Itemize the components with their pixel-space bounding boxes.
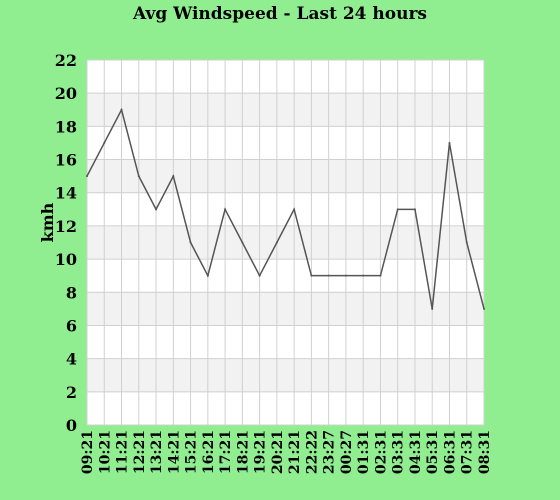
- data-point: [465, 241, 468, 244]
- y-tick-label: 4: [66, 350, 77, 369]
- data-point: [396, 208, 399, 211]
- data-point: [172, 175, 175, 178]
- x-tick-label: 00:27: [339, 430, 355, 474]
- x-tick-label: 23:27: [322, 430, 338, 474]
- data-point: [206, 274, 209, 277]
- x-tick-label: 07:31: [460, 430, 476, 474]
- x-tick-label: 13:21: [149, 430, 165, 474]
- x-tick-label: 08:31: [477, 430, 493, 474]
- x-tick-label: 22:22: [304, 430, 320, 474]
- plot-band: [87, 192, 484, 226]
- x-tick-label: 17:21: [218, 430, 234, 474]
- plot-band: [87, 93, 484, 127]
- plot-band: [87, 292, 484, 326]
- data-point: [224, 208, 227, 211]
- y-tick-label: 16: [55, 151, 77, 170]
- data-point: [120, 108, 123, 111]
- y-tick-label: 2: [66, 383, 77, 402]
- x-tick-label: 10:21: [97, 430, 113, 474]
- plot-band: [87, 358, 484, 392]
- plot-band: [87, 126, 484, 160]
- x-tick-label: 21:21: [287, 430, 303, 474]
- y-tick-label: 0: [66, 416, 77, 435]
- y-tick-label: 22: [55, 51, 77, 70]
- data-point: [86, 175, 88, 178]
- x-tick-label: 05:31: [425, 430, 441, 474]
- x-tick-label: 20:21: [270, 430, 286, 474]
- x-tick-label: 09:21: [80, 430, 96, 474]
- plot-band: [87, 159, 484, 193]
- plot-band: [87, 325, 484, 359]
- data-point: [258, 274, 261, 277]
- chart-title: Avg Windspeed - Last 24 hours: [132, 4, 427, 24]
- x-tick-label: 01:31: [356, 430, 372, 474]
- plot-band: [87, 60, 484, 94]
- x-tick-label: 12:21: [132, 430, 148, 474]
- data-point: [379, 274, 382, 277]
- x-tick-label: 04:31: [408, 430, 424, 474]
- y-axis-label: kmh: [38, 202, 57, 242]
- y-tick-label: 20: [55, 84, 77, 103]
- plot-band: [87, 391, 484, 425]
- data-point: [241, 241, 244, 244]
- x-tick-label: 03:31: [391, 430, 407, 474]
- data-point: [362, 274, 365, 277]
- y-tick-label: 6: [66, 316, 77, 335]
- plot-band: [87, 259, 484, 293]
- data-point: [327, 274, 330, 277]
- x-tick-label: 16:21: [201, 430, 217, 474]
- y-tick-label: 10: [55, 250, 77, 269]
- data-point: [413, 208, 416, 211]
- data-point: [137, 175, 140, 178]
- x-tick-label: 15:21: [184, 430, 200, 474]
- plot-band: [87, 225, 484, 260]
- y-tick-label: 12: [55, 217, 77, 236]
- data-point: [310, 274, 313, 277]
- x-tick-label: 02:31: [373, 430, 389, 474]
- data-point: [103, 141, 106, 144]
- y-tick-label: 14: [55, 184, 77, 203]
- y-tick-label: 8: [66, 283, 77, 302]
- data-point: [155, 208, 158, 211]
- x-tick-label: 14:21: [166, 430, 182, 474]
- data-point: [483, 307, 485, 310]
- x-tick-label: 06:31: [442, 430, 458, 474]
- y-tick-label: 18: [55, 117, 77, 136]
- data-point: [293, 208, 296, 211]
- data-point: [275, 241, 278, 244]
- data-point: [189, 241, 192, 244]
- x-tick-label: 18:21: [235, 430, 251, 474]
- x-tick-label: 19:21: [253, 430, 269, 474]
- windspeed-series-line: [86, 107, 485, 310]
- data-point: [448, 141, 451, 144]
- data-point: [344, 274, 347, 277]
- data-point: [431, 307, 434, 310]
- x-tick-label: 11:21: [115, 430, 131, 474]
